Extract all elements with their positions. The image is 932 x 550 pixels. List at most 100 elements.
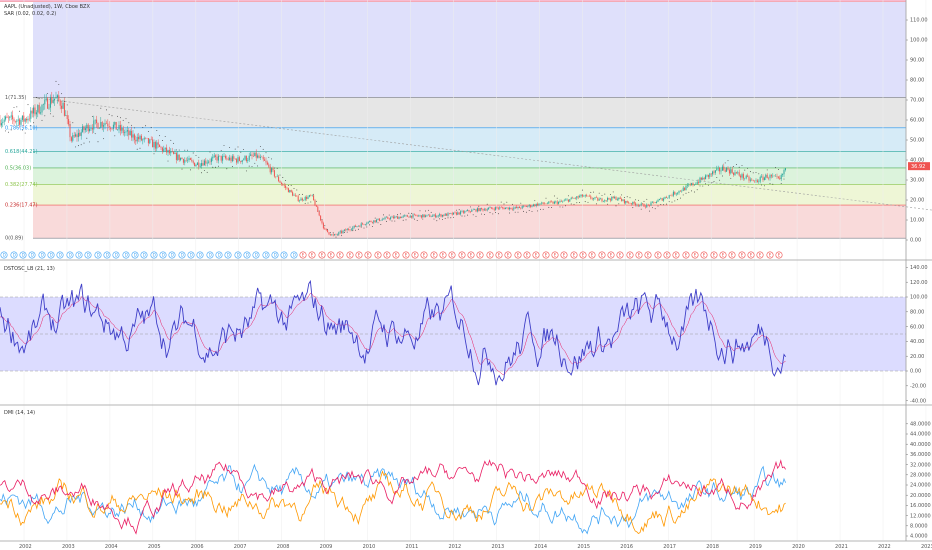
marker-e xyxy=(719,251,727,259)
sar-dot xyxy=(761,184,763,186)
candle-body xyxy=(175,152,177,160)
marker-e-label: E xyxy=(647,253,650,258)
x-tick-label: 2014 xyxy=(534,544,547,550)
sar-dot xyxy=(66,104,68,106)
x-tick-label: 2008 xyxy=(277,544,290,550)
candle-body xyxy=(122,127,124,134)
candle-body xyxy=(251,154,253,156)
candle-body xyxy=(289,190,291,193)
sar-dot xyxy=(357,228,359,230)
sar-dot xyxy=(128,122,130,124)
candle-body xyxy=(94,119,96,121)
candle-body xyxy=(777,176,779,178)
candle-body xyxy=(560,201,562,202)
candle-body xyxy=(401,216,403,219)
sar-dot xyxy=(439,218,441,220)
candle-body xyxy=(138,136,140,140)
candle-body xyxy=(632,201,634,205)
marker-e-label: E xyxy=(507,253,510,258)
sar-dot xyxy=(338,234,340,236)
candle-body xyxy=(101,122,103,127)
candle-body xyxy=(528,204,530,207)
candle-body xyxy=(782,174,784,175)
candle-body xyxy=(245,156,247,162)
sar-dot xyxy=(133,127,135,129)
sar-legend[interactable]: SAR (0.02, 0.02, 0.2) xyxy=(4,11,56,17)
marker-d-label: D xyxy=(283,253,286,258)
marker-e xyxy=(430,251,438,259)
sar-dot xyxy=(178,149,180,151)
candle-body xyxy=(633,201,635,204)
sar-dot xyxy=(75,146,77,148)
candle-body xyxy=(741,174,743,178)
candle-body xyxy=(397,216,399,219)
sar-dot xyxy=(394,220,396,222)
marker-e xyxy=(476,251,484,259)
y-tick-label: 10.00 xyxy=(910,218,924,224)
sar-dot xyxy=(752,172,754,174)
sar-dot xyxy=(685,192,687,194)
marker-d xyxy=(262,251,270,259)
candle-body xyxy=(132,134,134,138)
fib-level-label: 1(71.35) xyxy=(5,95,26,101)
candle-body xyxy=(338,232,340,235)
sar-dot xyxy=(590,191,592,193)
candle-body xyxy=(322,223,324,229)
sar-dot xyxy=(430,211,432,213)
sar-dot xyxy=(674,200,676,202)
price-badge-bg xyxy=(908,162,930,171)
candle-body xyxy=(738,172,740,176)
fib-band xyxy=(33,97,906,128)
sar-dot xyxy=(279,174,281,176)
sar-dot xyxy=(475,215,477,217)
candle-body xyxy=(727,167,729,170)
sar-dot xyxy=(49,113,51,115)
sar-dot xyxy=(503,203,505,205)
sar-dot xyxy=(587,201,589,203)
candle-body xyxy=(766,174,768,179)
time-axis[interactable]: 2002 2003 2004 2005 2006 2007 2008 2009 2010 2011… xyxy=(19,544,932,550)
sar-dot xyxy=(534,200,536,202)
sar-dot xyxy=(741,165,743,166)
marker-d-label: D xyxy=(143,253,146,258)
y-tick-label: 24.0000 xyxy=(910,483,931,489)
candle-body xyxy=(112,124,114,129)
candle-body xyxy=(231,156,233,162)
candle-body xyxy=(559,201,561,202)
marker-d-label: D xyxy=(190,253,193,258)
fib-labels: 1(71.35) 0.786(56.10) 0.618(44.21) 0.5(36.0… xyxy=(5,95,38,242)
marker-e xyxy=(392,251,400,259)
marker-e xyxy=(598,251,606,259)
sar-dot xyxy=(105,109,107,111)
candle-body xyxy=(594,197,596,199)
candle-body xyxy=(446,213,448,216)
sar-dot xyxy=(461,215,463,217)
candle-body xyxy=(320,215,322,221)
sar-dot xyxy=(145,125,147,127)
candle-body xyxy=(257,155,259,158)
sar-dot xyxy=(601,195,603,196)
sar-dots xyxy=(5,80,785,238)
symbol-legend[interactable]: AAPL (Unadjusted), 1W, Cboe BZX xyxy=(4,4,90,10)
candle-body xyxy=(483,209,485,211)
candle-body xyxy=(93,120,95,130)
sar-dot xyxy=(733,165,735,167)
price-axes[interactable]: 0.00 10.00 20.00 30.00 40.00 50.00 60.00 70.00 8… xyxy=(906,18,931,540)
stoch-legend[interactable]: DSTOSC_LB (21, 13) xyxy=(4,266,55,272)
candle-body xyxy=(339,231,341,233)
candle-body xyxy=(192,160,194,163)
sar-dot xyxy=(217,165,219,167)
candle-body xyxy=(76,134,78,138)
marker-e-label: E xyxy=(442,253,445,258)
marker-e-label: E xyxy=(619,253,622,258)
sar-dot xyxy=(682,194,684,196)
trendline[interactable] xyxy=(36,97,932,212)
sar-dot xyxy=(374,217,376,219)
candle-body xyxy=(283,185,285,186)
candle-body xyxy=(285,185,287,188)
marker-d-label: D xyxy=(87,253,90,258)
dmi-legend[interactable]: DMI (14, 14) xyxy=(4,410,35,416)
candle-body xyxy=(208,161,210,163)
sar-dot xyxy=(441,218,443,220)
